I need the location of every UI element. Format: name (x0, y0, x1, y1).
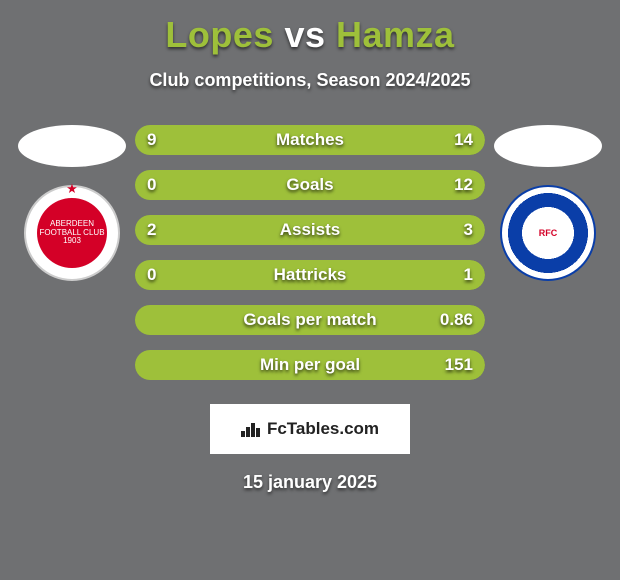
player1-photo-placeholder (18, 125, 126, 167)
title-player1: Lopes (165, 14, 274, 55)
left-side: ABERDEEN FOOTBALL CLUB 1903 (17, 125, 127, 281)
brand-badge: FcTables.com (210, 404, 410, 454)
stat-value-left: 0 (147, 175, 156, 195)
aberdeen-crest-icon: ABERDEEN FOOTBALL CLUB 1903 (37, 198, 107, 268)
player2-club-badge: RFC (500, 185, 596, 281)
rangers-crest-icon: RFC (539, 228, 558, 238)
title-player2: Hamza (336, 14, 455, 55)
player2-photo-placeholder (494, 125, 602, 167)
page-title: Lopes vs Hamza (165, 14, 454, 56)
stat-fill-left (135, 125, 146, 155)
stat-row: 0.86 Goals per match (135, 305, 485, 335)
brand-text: FcTables.com (267, 419, 379, 439)
stat-value-right: 151 (445, 355, 473, 375)
stat-value-right: 14 (454, 130, 473, 150)
stat-label: Goals (286, 175, 333, 195)
main-area: ABERDEEN FOOTBALL CLUB 1903 9 14 Matches 0 1… (0, 125, 620, 380)
chart-icon (241, 421, 261, 437)
player1-club-badge: ABERDEEN FOOTBALL CLUB 1903 (24, 185, 120, 281)
stat-value-left: 2 (147, 220, 156, 240)
right-side: RFC (493, 125, 603, 281)
stat-value-left: 0 (147, 265, 156, 285)
stat-label: Goals per match (243, 310, 376, 330)
stat-row: 2 3 Assists (135, 215, 485, 245)
stat-label: Assists (280, 220, 340, 240)
stat-value-right: 12 (454, 175, 473, 195)
stat-fill-left (135, 215, 146, 245)
stat-value-left: 9 (147, 130, 156, 150)
stat-label: Min per goal (260, 355, 360, 375)
stat-row: 9 14 Matches (135, 125, 485, 155)
comparison-card: Lopes vs Hamza Club competitions, Season… (0, 0, 620, 580)
stat-value-right: 3 (464, 220, 473, 240)
stat-row: 0 1 Hattricks (135, 260, 485, 290)
stat-value-right: 1 (464, 265, 473, 285)
footer-date: 15 january 2025 (243, 472, 377, 493)
stat-value-right: 0.86 (440, 310, 473, 330)
stat-label: Matches (276, 130, 344, 150)
stat-row: 151 Min per goal (135, 350, 485, 380)
subtitle: Club competitions, Season 2024/2025 (149, 70, 470, 91)
stat-label: Hattricks (274, 265, 347, 285)
stat-row: 0 12 Goals (135, 170, 485, 200)
stats-bars: 9 14 Matches 0 12 Goals 2 3 Assists 0 1 Hattricks 0.… (135, 125, 485, 380)
title-vs: vs (284, 14, 325, 55)
